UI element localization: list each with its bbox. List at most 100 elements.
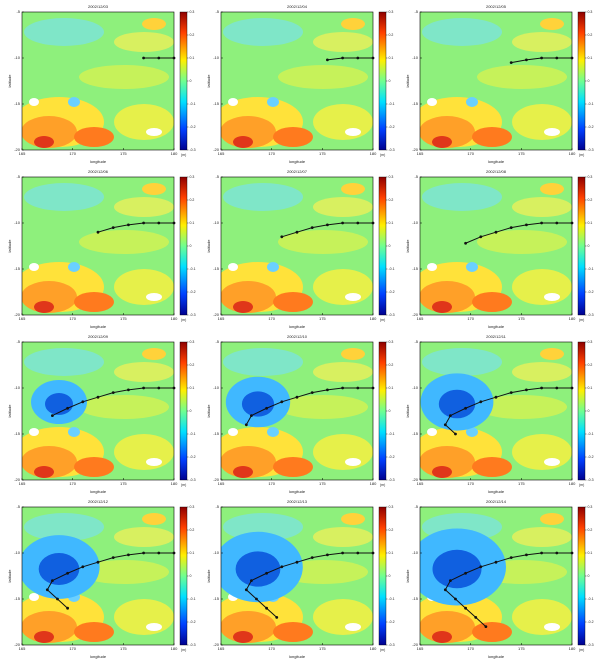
y-tick-label: -5: [16, 504, 20, 509]
y-tick-label: -15: [412, 431, 419, 436]
y-tick-label: -10: [213, 55, 220, 60]
colorbar-tick-label: -0.1: [588, 102, 594, 106]
track-point: [97, 396, 100, 399]
track-point: [525, 388, 528, 391]
colorbar-tick-label: 0: [389, 409, 391, 413]
colorbar-tick-label: 0.1: [389, 386, 394, 390]
track-point: [540, 387, 543, 390]
sea-level-field: [14, 507, 174, 645]
track-point: [112, 226, 115, 229]
colorbar-tick-label: 0.1: [588, 56, 593, 60]
colorbar-tick-label: -0.2: [588, 290, 594, 294]
colorbar-tick-label: -0.3: [588, 148, 594, 152]
y-tick-label: -15: [14, 596, 21, 601]
track-point: [326, 58, 329, 61]
colorbar-tick-label: -0.1: [389, 432, 395, 436]
track-point: [97, 231, 100, 234]
colorbar-tick-label: 0.2: [389, 33, 394, 37]
x-tick-label: 170: [268, 481, 275, 486]
sea-level-field: [412, 12, 572, 150]
colorbar: [180, 177, 187, 315]
colorbar-tick-label: 0.3: [588, 505, 593, 509]
colorbar-tick-label: 0.3: [588, 340, 593, 344]
track-point: [250, 579, 253, 582]
track-point: [296, 396, 299, 399]
colorbar-tick-label: -0.3: [389, 478, 395, 482]
track-point: [66, 407, 69, 410]
colorbar-tick-label: -0.2: [190, 125, 196, 129]
y-axis-label: latitude: [206, 404, 211, 418]
track-point: [525, 553, 528, 556]
track-point: [112, 556, 115, 559]
y-tick-label: -20: [412, 147, 419, 152]
track-point: [112, 391, 115, 394]
colorbar-tick-label: 0: [190, 409, 192, 413]
track-point: [454, 433, 457, 436]
colorbar-tick-label: -0.3: [389, 313, 395, 317]
colorbar-tick-label: 0.3: [190, 505, 195, 509]
x-tick-label: 170: [467, 316, 474, 321]
colorbar-tick-label: -0.2: [588, 455, 594, 459]
x-tick-label: 170: [69, 151, 76, 156]
colorbar-tick-label: 0.3: [389, 10, 394, 14]
track-point: [173, 552, 176, 555]
map-panel: 2002/12/13longitudelatitude165170175180-…: [206, 499, 395, 659]
colorbar-tick-label: -0.2: [588, 125, 594, 129]
colorbar-tick-label: 0.1: [389, 56, 394, 60]
track-point: [341, 222, 344, 225]
track-point: [245, 423, 248, 426]
colorbar-tick-label: 0: [190, 574, 192, 578]
track-point: [479, 400, 482, 403]
track-point: [296, 561, 299, 564]
track-point: [372, 222, 375, 225]
track-point: [356, 57, 359, 60]
x-tick-label: 180: [569, 646, 576, 651]
y-axis-label: latitude: [7, 239, 12, 253]
track-point: [510, 556, 513, 559]
track-point: [510, 391, 513, 394]
track-point: [571, 57, 574, 60]
track-point: [66, 572, 69, 575]
y-tick-label: -5: [215, 9, 219, 14]
y-tick-label: -15: [213, 101, 220, 106]
y-tick-label: -20: [14, 147, 21, 152]
colorbar-tick-label: -0.1: [190, 102, 196, 106]
panel-title: 2002/12/14: [486, 499, 507, 504]
track-point: [356, 222, 359, 225]
panel-title: 2002/12/09: [88, 334, 109, 339]
map-panel: 2002/12/06longitudelatitude165170175180-…: [7, 169, 196, 329]
x-tick-label: 170: [268, 646, 275, 651]
x-axis-label: longitude: [289, 654, 306, 659]
x-tick-label: 175: [319, 646, 326, 651]
sea-level-field: [412, 177, 572, 315]
y-tick-label: -5: [215, 339, 219, 344]
y-tick-label: -20: [14, 312, 21, 317]
colorbar-tick-label: -0.1: [190, 597, 196, 601]
track-point: [540, 552, 543, 555]
colorbar-tick-label: 0.1: [588, 221, 593, 225]
track-point: [540, 57, 543, 60]
x-tick-label: 180: [171, 481, 178, 486]
colorbar-tick-label: -0.3: [190, 643, 196, 647]
colorbar-unit: (m): [579, 153, 584, 157]
colorbar-tick-label: -0.1: [389, 267, 395, 271]
x-tick-label: 180: [370, 481, 377, 486]
y-tick-label: -5: [414, 339, 418, 344]
track-point: [51, 579, 54, 582]
colorbar-unit: (m): [181, 153, 186, 157]
map-panel: 2002/12/12longitudelatitude165170175180-…: [7, 499, 196, 659]
colorbar-tick-label: 0: [588, 244, 590, 248]
y-tick-label: -15: [412, 101, 419, 106]
colorbar-tick-label: -0.3: [190, 148, 196, 152]
colorbar: [578, 507, 585, 645]
colorbar-tick-label: -0.1: [389, 102, 395, 106]
colorbar-tick-label: 0.1: [389, 551, 394, 555]
x-tick-label: 170: [69, 646, 76, 651]
track-point: [454, 598, 457, 601]
track-point: [571, 222, 574, 225]
panel-title: 2002/12/13: [287, 499, 308, 504]
x-tick-label: 170: [268, 316, 275, 321]
x-tick-label: 170: [69, 481, 76, 486]
colorbar: [578, 177, 585, 315]
sea-level-field: [14, 12, 174, 150]
